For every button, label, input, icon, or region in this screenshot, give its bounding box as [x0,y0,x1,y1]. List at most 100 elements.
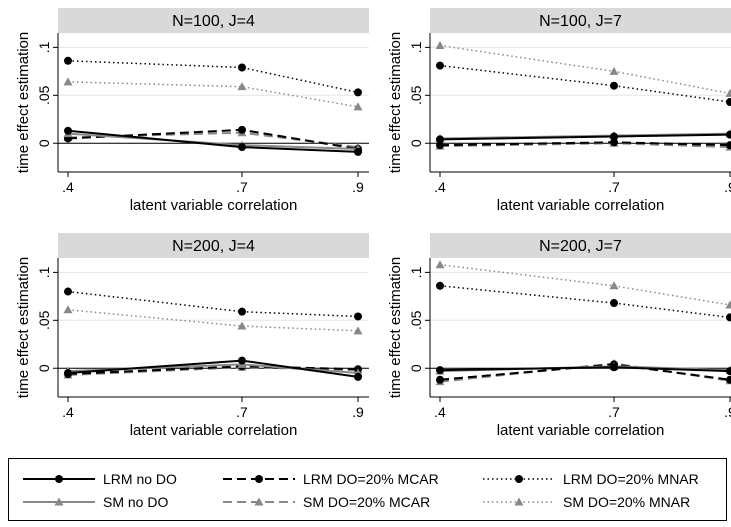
legend-label: LRM DO=20% MNAR [563,471,699,487]
x-tick-label: .7 [608,404,620,420]
data-point-circle [436,281,444,290]
x-tick-label: .9 [724,179,731,195]
y-tick-label: .05 [36,85,52,105]
legend: LRM no DO LRM DO=20% MCAR LRM DO=20% MNA… [8,458,727,521]
x-tick-label: .7 [236,404,248,420]
data-point-circle [354,372,362,381]
legend-label: SM DO=20% MCAR [303,494,431,510]
series-line [67,81,359,108]
data-point-circle [436,375,444,384]
y-tick-label: .05 [408,85,424,105]
data-point-triangle [237,82,247,91]
y-tick-label: .1 [408,41,424,53]
panel-header [58,233,369,258]
y-tick-label: 0 [408,139,424,147]
series-line [439,44,731,95]
x-axis-title: latent variable correlation [497,197,665,214]
data-point-circle [726,141,731,150]
y-axis-title: time effect estimation [387,32,404,173]
panel-title: N=200, J=7 [539,238,622,255]
x-tick-label: .9 [724,404,731,420]
x-tick-label: .4 [434,179,446,195]
data-point-circle [64,369,72,378]
legend-item-sm-mcar: SM DO=20% MCAR [223,492,430,512]
data-point-triangle [435,40,445,49]
legend-label: LRM no DO [103,471,177,487]
panel-header [430,8,731,33]
x-tick-label: .4 [62,404,74,420]
y-tick-label: 0 [408,364,424,372]
data-point-triangle [725,300,731,309]
data-point-circle [64,126,72,135]
panel-title: N=100, J=4 [172,13,255,30]
data-point-triangle [237,321,247,330]
data-point-circle [436,141,444,150]
y-tick-label: 0 [36,139,52,147]
legend-item-sm-no-do: SM no DO [23,492,168,512]
data-point-circle [436,135,444,144]
x-tick-label: .4 [62,179,74,195]
data-point-circle [238,125,246,134]
x-tick-label: .9 [352,404,364,420]
legend-swatch-sm-mnar [483,497,555,506]
series-line [67,309,359,332]
legend-swatch-sm-no-do [23,497,95,506]
data-point-circle [726,98,731,107]
data-point-circle [610,138,618,147]
y-tick-label: .1 [36,41,52,53]
x-axis-title: latent variable correlation [130,197,298,214]
data-point-circle [238,307,246,316]
data-point-circle [610,299,618,308]
data-point-triangle [609,66,619,75]
legend-label: LRM DO=20% MCAR [303,471,439,487]
data-point-circle [610,81,618,90]
series-line [67,132,359,150]
data-point-circle [64,56,72,65]
y-tick-label: .05 [36,310,52,330]
data-point-circle [610,363,618,372]
y-axis-title: time effect estimation [15,32,32,173]
series-line [67,290,359,318]
y-tick-label: 0 [36,364,52,372]
data-point-circle [726,130,731,139]
data-point-circle [726,375,731,384]
data-point-circle [64,287,72,296]
data-point-circle [436,366,444,375]
panel-header [58,8,369,33]
legend-swatch-lrm-mcar [223,475,295,483]
y-tick-label: .05 [408,310,424,330]
data-point-circle [354,88,362,97]
data-point-circle [238,63,246,72]
data-point-triangle [725,88,731,97]
y-tick-label: .1 [408,266,424,278]
x-axis-title: latent variable correlation [130,422,298,439]
data-point-triangle [353,102,363,111]
x-axis-title: latent variable correlation [497,422,665,439]
panel-title: N=100, J=7 [539,13,622,30]
data-point-triangle [63,77,73,86]
x-tick-label: .7 [608,179,620,195]
series-line [439,285,731,319]
y-axis-title: time effect estimation [15,257,32,398]
legend-item-lrm-mcar: LRM DO=20% MCAR [223,469,439,489]
panel-header [430,233,731,258]
data-point-triangle [435,260,445,269]
data-point-circle [238,143,246,152]
panel-title: N=200, J=4 [172,238,255,255]
data-point-circle [354,147,362,156]
data-point-circle [726,313,731,322]
legend-item-lrm-no-do: LRM no DO [23,469,177,489]
legend-item-lrm-mnar: LRM DO=20% MNAR [483,469,699,489]
data-point-triangle [63,305,73,314]
data-point-triangle [609,281,619,290]
legend-swatch-lrm-no-do [23,475,95,483]
y-tick-label: .1 [36,266,52,278]
series-line [439,141,731,147]
series-line [439,64,731,103]
x-tick-label: .7 [236,179,248,195]
x-tick-label: .9 [352,179,364,195]
legend-swatch-sm-mcar [223,497,295,506]
data-point-circle [354,312,362,321]
legend-label: SM DO=20% MNAR [563,494,691,510]
